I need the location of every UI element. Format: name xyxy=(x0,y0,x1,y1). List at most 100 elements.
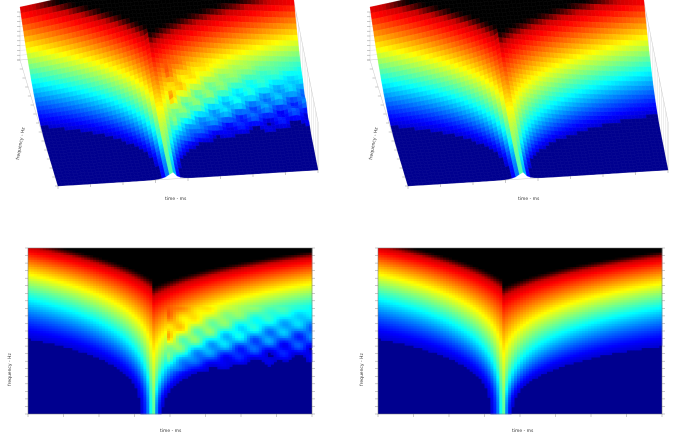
surface-quad xyxy=(302,107,308,114)
surface-quad xyxy=(604,65,610,72)
surface-quad xyxy=(276,23,282,30)
surface-quad xyxy=(113,0,119,4)
surface-quad xyxy=(279,17,285,24)
surface-quad xyxy=(278,0,283,6)
surface-quad xyxy=(625,103,630,108)
surface-quad xyxy=(251,4,257,11)
surface-quad xyxy=(637,11,642,18)
surface-quad xyxy=(619,28,625,35)
surface-quad xyxy=(285,0,291,6)
surface-quad xyxy=(270,142,276,146)
surface-quad xyxy=(240,162,246,166)
surface-quad xyxy=(638,29,644,36)
surface-quad xyxy=(617,11,623,18)
surface-quad xyxy=(291,153,297,157)
surface-quad xyxy=(652,106,657,111)
surface-quad xyxy=(275,148,281,152)
surface-quad xyxy=(252,161,257,166)
surface-quad xyxy=(286,144,291,148)
surface-quad xyxy=(245,165,250,169)
surface-quad xyxy=(259,39,265,46)
surface-quad xyxy=(646,66,652,72)
surface-quad xyxy=(220,172,226,177)
surface-quad xyxy=(644,102,649,108)
surface-quad xyxy=(266,0,272,6)
surface-quad xyxy=(270,66,275,71)
surface-quad xyxy=(265,151,270,156)
surface-quad xyxy=(601,39,607,46)
surface-quad xyxy=(606,80,612,86)
surface-quad xyxy=(601,4,607,11)
surface-quad xyxy=(523,0,528,4)
surface-plot-measured: time - ms frequency - Hz xyxy=(0,0,342,215)
surface-quad xyxy=(597,70,603,76)
surface-quad xyxy=(260,149,266,153)
surface-quad xyxy=(599,22,605,29)
surface-quad xyxy=(282,0,287,6)
surface-quad xyxy=(625,45,631,52)
surface-quad xyxy=(288,23,294,30)
surface-quad xyxy=(642,23,647,30)
surface-quad xyxy=(264,50,270,57)
surface-quad xyxy=(257,82,263,89)
surface-quad xyxy=(641,51,646,57)
surface-quad xyxy=(649,90,655,95)
surface-quad xyxy=(270,70,276,75)
surface-quad xyxy=(273,28,279,35)
surface-quad xyxy=(284,56,289,62)
surface-quad xyxy=(297,70,303,76)
surface-quad xyxy=(247,140,253,145)
surface-quad xyxy=(626,85,632,91)
surface-quad xyxy=(264,16,270,24)
surface-quad xyxy=(236,159,242,164)
surface-quad xyxy=(248,146,254,151)
surface-quad xyxy=(214,145,220,150)
surface-quad xyxy=(606,16,612,23)
surface-quad xyxy=(292,115,298,122)
surface-quad xyxy=(643,40,649,47)
surface-quad xyxy=(239,141,245,145)
surface-quad xyxy=(243,0,249,5)
surface-quad xyxy=(242,171,248,175)
surface-quad xyxy=(247,159,253,163)
y-axis-label: frequency - Hz xyxy=(15,126,27,160)
surface-quad xyxy=(614,16,620,24)
surface-quad xyxy=(649,85,654,91)
surface-quad xyxy=(286,5,292,12)
surface-quad xyxy=(618,22,624,30)
surface-quad xyxy=(241,21,247,29)
surface-quad xyxy=(475,0,481,3)
surface-quad xyxy=(647,98,652,104)
surface-quad xyxy=(243,137,248,142)
surface-quad xyxy=(581,0,587,5)
surface-quad xyxy=(266,139,271,144)
surface-quad xyxy=(273,139,279,143)
surface-quad xyxy=(634,56,639,62)
surface-quad xyxy=(611,55,616,62)
surface-quad xyxy=(280,153,286,158)
surface-quad xyxy=(268,148,273,153)
surface-quad xyxy=(261,170,267,174)
surface-quad xyxy=(275,11,281,18)
surface-quad xyxy=(269,135,275,140)
surface-quad xyxy=(234,168,240,173)
surface-quad xyxy=(258,0,264,6)
surface-quad xyxy=(263,145,269,150)
surface-quad xyxy=(264,131,270,137)
surface-quad xyxy=(286,165,292,170)
surface-quad xyxy=(626,17,631,24)
surface-quad xyxy=(641,17,647,24)
surface-quad xyxy=(646,94,652,100)
surface-quad xyxy=(618,17,624,24)
surface-plot-model: time - ms frequency - Hz xyxy=(350,0,684,215)
surface-quad xyxy=(307,136,313,141)
surface-quad xyxy=(640,5,646,13)
surface-quad xyxy=(254,136,260,141)
surface-quad xyxy=(633,51,639,57)
surface-quad xyxy=(633,111,639,116)
surface-quad xyxy=(298,78,304,85)
surface-quad xyxy=(632,40,638,47)
surface-quad xyxy=(629,81,635,87)
surface-quad xyxy=(629,11,635,18)
surface-quad xyxy=(642,90,647,95)
